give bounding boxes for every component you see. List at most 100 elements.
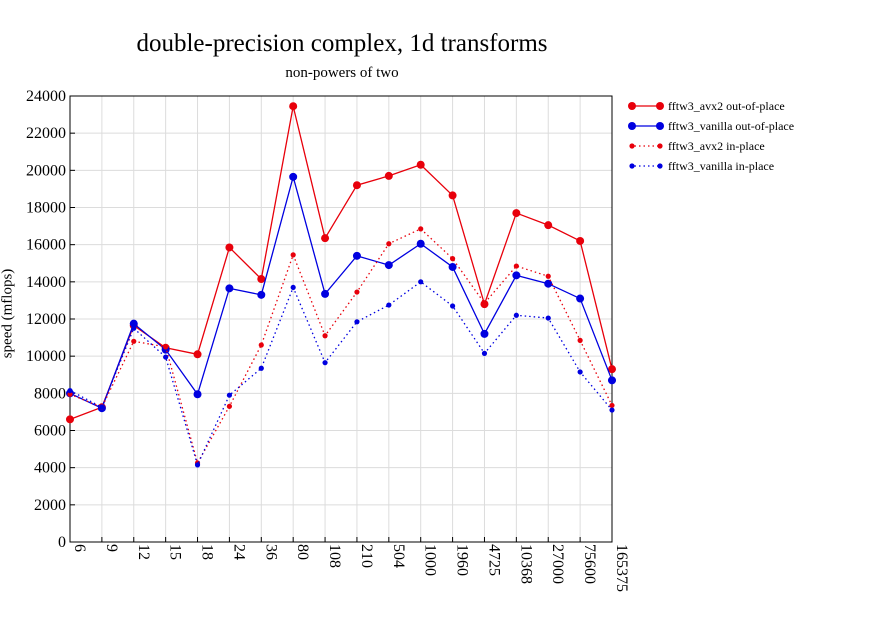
data-point [66, 415, 74, 424]
y-tick-label: 22000 [26, 125, 66, 142]
data-point [289, 172, 298, 181]
data-point [193, 390, 202, 399]
x-tick-label: 80 [294, 544, 311, 560]
data-point [576, 294, 585, 303]
axes: 0 2000 4000 6000 8000 10000 12000 14000 16000 180… [26, 88, 630, 592]
legend-marker [629, 163, 635, 169]
series-2 [66, 172, 616, 413]
data-point [290, 284, 296, 291]
legend-item: fftw3_avx2 out-of-place [628, 99, 785, 113]
legend-label: fftw3_avx2 in-place [668, 139, 765, 153]
series-4 [67, 279, 615, 468]
data-point [416, 239, 425, 248]
data-point [544, 221, 553, 230]
data-point [226, 403, 233, 409]
data-point [321, 289, 330, 298]
x-tick-label: 6 [71, 544, 88, 552]
data-point [225, 243, 234, 252]
series-1 [66, 102, 616, 424]
data-point [544, 279, 553, 288]
data-point [449, 303, 456, 309]
chart-subtitle: non-powers of two [285, 65, 399, 81]
data-point [67, 391, 73, 397]
chart-title: double-precision complex, 1d transforms [136, 30, 548, 57]
series-line [69, 174, 613, 410]
data-point [386, 302, 392, 308]
data-point [609, 407, 615, 413]
x-tick-label: 75600 [581, 544, 598, 584]
legend-item: fftw3_vanilla out-of-place [628, 119, 794, 133]
x-tick-label: 36 [262, 544, 279, 560]
data-point [225, 284, 234, 293]
y-tick-label: 18000 [26, 200, 66, 217]
y-tick-label: 10000 [26, 348, 66, 365]
data-point [513, 312, 519, 318]
data-point [608, 365, 616, 374]
data-point [512, 209, 521, 218]
data-point [131, 338, 137, 344]
data-point [289, 102, 298, 111]
data-point [384, 261, 393, 270]
legend-marker [629, 143, 635, 149]
data-point [608, 376, 616, 385]
data-point [354, 289, 360, 295]
series-layer [66, 102, 616, 468]
legend-item: fftw3_avx2 in-place [629, 139, 765, 153]
legend-marker [656, 102, 664, 110]
data-point [257, 275, 266, 284]
data-point [322, 333, 328, 339]
x-tick-label: 15 [167, 544, 184, 560]
data-point [257, 290, 266, 299]
x-tick-label: 18 [199, 544, 216, 560]
y-tick-label: 6000 [34, 423, 66, 440]
series-line [69, 106, 613, 420]
x-tick-label: 10368 [517, 544, 534, 584]
plot-frame [69, 95, 613, 543]
data-point [448, 262, 457, 271]
legend-marker [628, 122, 636, 130]
x-tick-label: 1960 [454, 544, 471, 576]
data-point [481, 300, 488, 306]
y-tick-label: 2000 [34, 497, 66, 514]
y-tick-label: 4000 [34, 460, 66, 477]
data-point [352, 181, 361, 190]
data-point [416, 160, 425, 169]
legend-item: fftw3_vanilla in-place [629, 159, 774, 173]
y-tick-label: 8000 [34, 385, 66, 402]
data-point [577, 337, 583, 343]
data-point [384, 171, 393, 180]
data-point [163, 354, 169, 360]
data-point [129, 319, 138, 328]
y-tick-label: 24000 [26, 88, 66, 105]
data-point [418, 279, 424, 285]
x-tick-label: 210 [358, 544, 375, 568]
data-point [354, 319, 360, 325]
data-point [481, 350, 488, 356]
legend-marker [628, 102, 636, 110]
data-point [449, 256, 456, 262]
data-point [131, 325, 137, 331]
data-point [99, 404, 105, 410]
data-point [545, 273, 551, 279]
data-point [258, 342, 264, 348]
y-tick-label: 20000 [26, 162, 66, 179]
x-tick-label: 165375 [613, 544, 630, 592]
legend-label: fftw3_vanilla in-place [668, 159, 774, 173]
grid-lines [69, 95, 613, 543]
legend-marker [656, 122, 664, 130]
series-3 [67, 226, 615, 466]
legend-label: fftw3_avx2 out-of-place [668, 99, 785, 113]
y-tick-label: 12000 [26, 311, 66, 328]
data-point [321, 234, 330, 243]
data-point [226, 392, 233, 398]
y-tick-label: 16000 [26, 237, 66, 254]
data-point [322, 360, 328, 366]
data-point [545, 315, 551, 321]
data-point [577, 369, 583, 375]
data-point [609, 402, 615, 409]
legend-marker [657, 143, 663, 149]
legend-marker [657, 163, 663, 169]
data-point [576, 236, 585, 245]
data-point [193, 350, 202, 359]
